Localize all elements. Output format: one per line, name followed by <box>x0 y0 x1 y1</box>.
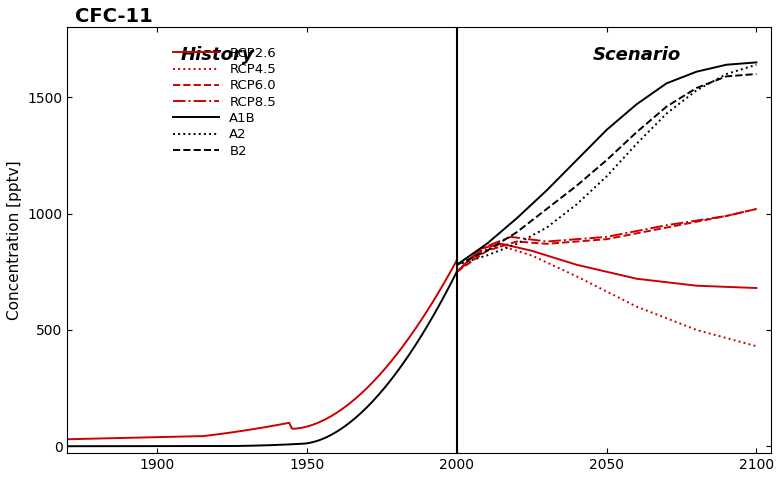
Y-axis label: Concentration [pptv]: Concentration [pptv] <box>7 160 22 320</box>
Legend: RCP2.6, RCP4.5, RCP6.0, RCP8.5, A1B, A2, B2: RCP2.6, RCP4.5, RCP6.0, RCP8.5, A1B, A2,… <box>172 47 276 158</box>
Text: Scenario: Scenario <box>593 46 680 64</box>
Text: CFC-11: CFC-11 <box>74 7 152 26</box>
Text: History: History <box>180 46 254 64</box>
